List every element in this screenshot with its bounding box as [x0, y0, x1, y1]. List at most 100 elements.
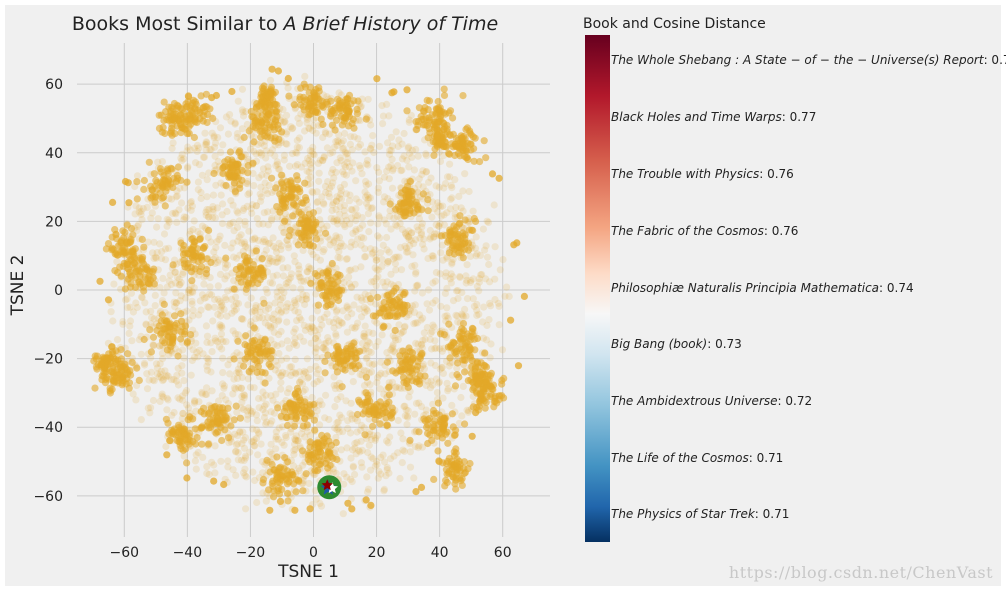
data-point — [399, 435, 407, 443]
data-point — [354, 319, 362, 327]
data-point — [157, 374, 165, 382]
data-point — [383, 349, 391, 357]
data-point — [194, 227, 202, 236]
data-point — [349, 159, 357, 167]
data-point — [144, 404, 152, 412]
data-point — [341, 223, 349, 231]
data-point — [434, 447, 442, 455]
data-point — [229, 165, 237, 173]
data-point — [182, 322, 190, 330]
colorbar-entry-book: The Whole Shebang : A State − of − the −… — [611, 53, 984, 67]
data-point — [277, 245, 285, 254]
data-point — [219, 354, 227, 362]
data-point — [362, 345, 370, 353]
data-point — [446, 359, 454, 367]
data-point — [270, 340, 278, 348]
data-point — [160, 289, 168, 297]
data-point — [209, 191, 218, 199]
data-point — [209, 208, 217, 216]
data-point — [388, 378, 396, 386]
data-point — [459, 382, 467, 390]
data-point — [302, 295, 310, 303]
data-point — [160, 230, 169, 238]
highlight-star-white — [326, 482, 338, 494]
data-point — [410, 320, 418, 328]
data-point — [301, 433, 309, 441]
data-point — [216, 232, 224, 240]
data-point — [262, 420, 270, 428]
data-point — [159, 325, 167, 333]
data-point — [295, 134, 303, 142]
data-point — [229, 201, 237, 209]
data-point — [462, 312, 470, 320]
data-point — [225, 221, 233, 229]
data-point — [224, 434, 233, 442]
data-point — [301, 386, 309, 394]
data-point — [191, 398, 199, 406]
data-point — [347, 399, 355, 407]
data-point — [206, 105, 214, 113]
data-point — [250, 436, 258, 444]
data-point — [359, 410, 367, 418]
data-point — [383, 259, 391, 267]
data-point — [275, 239, 283, 247]
data-point — [261, 369, 269, 377]
data-point — [146, 326, 154, 334]
data-point — [414, 152, 422, 160]
data-point — [141, 361, 149, 369]
data-point — [432, 296, 440, 305]
data-point — [303, 119, 311, 127]
data-point — [442, 272, 450, 280]
data-point — [491, 243, 499, 251]
data-point — [363, 367, 371, 375]
data-point — [365, 194, 373, 202]
data-point — [419, 314, 427, 322]
chart-title: Books Most Similar to A Brief History of… — [5, 13, 565, 35]
x-tick-label: −40 — [173, 545, 203, 561]
data-point — [297, 376, 305, 384]
data-point — [430, 125, 438, 133]
data-point — [337, 239, 345, 247]
data-point — [491, 296, 499, 304]
data-point — [364, 95, 372, 103]
data-point — [286, 363, 294, 371]
colorbar — [585, 35, 610, 542]
data-point — [307, 279, 315, 287]
data-point — [233, 223, 242, 231]
data-point — [179, 409, 187, 417]
data-point — [410, 474, 418, 482]
data-point — [164, 372, 172, 380]
data-point — [418, 289, 426, 297]
data-point — [403, 107, 411, 115]
data-point — [437, 203, 445, 211]
data-point — [244, 411, 252, 419]
data-point — [97, 361, 105, 369]
data-point — [251, 356, 259, 364]
data-point — [226, 148, 234, 156]
data-point — [325, 415, 333, 424]
data-point — [495, 302, 503, 310]
data-point — [239, 428, 247, 436]
data-point — [235, 369, 243, 377]
data-point — [212, 244, 220, 252]
data-point — [282, 404, 290, 412]
data-point — [163, 183, 171, 192]
data-point — [192, 465, 200, 473]
data-point — [107, 308, 115, 316]
data-point — [383, 466, 391, 474]
data-point — [417, 403, 426, 411]
data-point — [473, 334, 482, 343]
data-point — [392, 221, 400, 229]
data-point — [288, 125, 296, 133]
data-point — [442, 430, 450, 438]
data-point — [263, 341, 271, 349]
data-point — [238, 176, 246, 184]
data-point — [453, 223, 461, 231]
data-point — [316, 397, 324, 405]
data-point — [180, 118, 188, 126]
data-point — [277, 385, 285, 393]
data-point — [440, 85, 448, 93]
data-point — [313, 439, 321, 447]
data-point — [343, 302, 351, 310]
data-point — [366, 194, 374, 202]
